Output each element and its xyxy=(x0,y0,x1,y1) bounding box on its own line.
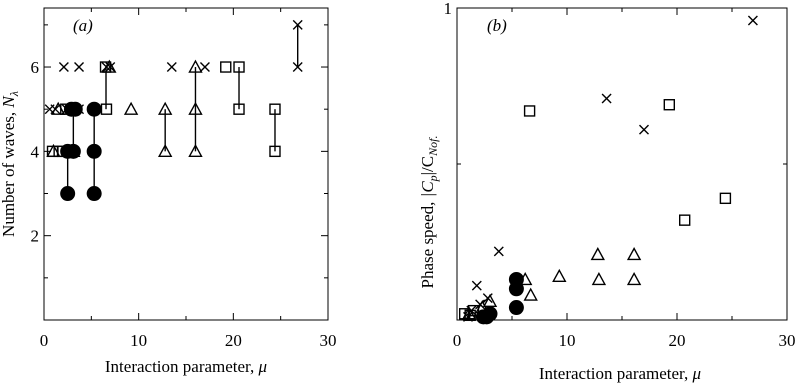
point-a-circle-filled-5 xyxy=(87,102,101,116)
point-b-circle-filled-5 xyxy=(509,282,523,296)
point-a-cross-9 xyxy=(200,63,209,72)
y-tick-label-a-1: 4 xyxy=(31,142,40,161)
x-tick-label-a-1: 10 xyxy=(130,331,147,350)
point-b-cross-6 xyxy=(602,94,611,103)
x-tick-label-a-0: 0 xyxy=(40,331,49,350)
y-axis-label-b: Phase speed, |Cp|/CNof. xyxy=(418,136,440,289)
point-b-triangle-4 xyxy=(525,289,537,300)
point-b-circle-filled-2 xyxy=(483,307,497,321)
y-tick-label-b-0: 1 xyxy=(444,0,453,18)
panel-label-a: (a) xyxy=(73,16,93,35)
point-a-triangle-5 xyxy=(125,103,137,114)
x-axis-label-b: Interaction parameter, μ xyxy=(539,364,701,383)
point-b-triangle-7 xyxy=(593,273,605,284)
point-b-square-4 xyxy=(664,100,674,110)
point-b-cross-8 xyxy=(748,16,757,25)
y-axis-label-a: Number of waves, Nλ xyxy=(0,91,21,237)
point-a-circle-filled-1 xyxy=(61,187,75,201)
point-b-triangle-6 xyxy=(592,248,604,259)
x-tick-label-b-3: 30 xyxy=(779,331,796,350)
point-a-cross-4 xyxy=(75,63,84,72)
x-tick-label-b-0: 0 xyxy=(453,331,462,350)
point-a-circle-filled-7 xyxy=(87,187,101,201)
plot-frame-b xyxy=(457,8,787,320)
panel-label-b: (b) xyxy=(487,16,507,35)
x-tick-label-b-2: 20 xyxy=(669,331,686,350)
panel-b: (b) Interaction parameter, μ Phase speed… xyxy=(418,0,796,383)
point-a-cross-8 xyxy=(167,63,176,72)
point-a-circle-filled-6 xyxy=(87,144,101,158)
point-a-circle-filled-4 xyxy=(68,102,82,116)
plot-frame-a xyxy=(44,8,328,320)
point-b-cross-2 xyxy=(472,281,481,290)
point-b-circle-filled-3 xyxy=(509,301,523,315)
point-b-triangle-8 xyxy=(628,248,640,259)
point-a-cross-2 xyxy=(59,63,68,72)
y-tick-label-a-0: 2 xyxy=(31,227,40,246)
point-a-square-6 xyxy=(221,62,231,72)
point-b-cross-7 xyxy=(640,125,649,134)
x-axis-label-a: Interaction parameter, μ xyxy=(105,357,267,376)
point-b-triangle-9 xyxy=(628,273,640,284)
panel-a: (a) Interaction parameter, μ Number of w… xyxy=(0,8,337,376)
point-b-triangle-5 xyxy=(553,270,565,281)
point-b-square-6 xyxy=(720,193,730,203)
y-tick-label-a-2: 6 xyxy=(31,58,40,77)
point-b-square-3 xyxy=(525,106,535,116)
point-b-square-5 xyxy=(680,215,690,225)
x-tick-label-b-1: 10 xyxy=(559,331,576,350)
x-tick-label-a-3: 30 xyxy=(320,331,337,350)
point-b-cross-5 xyxy=(494,247,503,256)
point-a-circle-filled-3 xyxy=(66,144,80,158)
x-tick-label-a-2: 20 xyxy=(225,331,242,350)
